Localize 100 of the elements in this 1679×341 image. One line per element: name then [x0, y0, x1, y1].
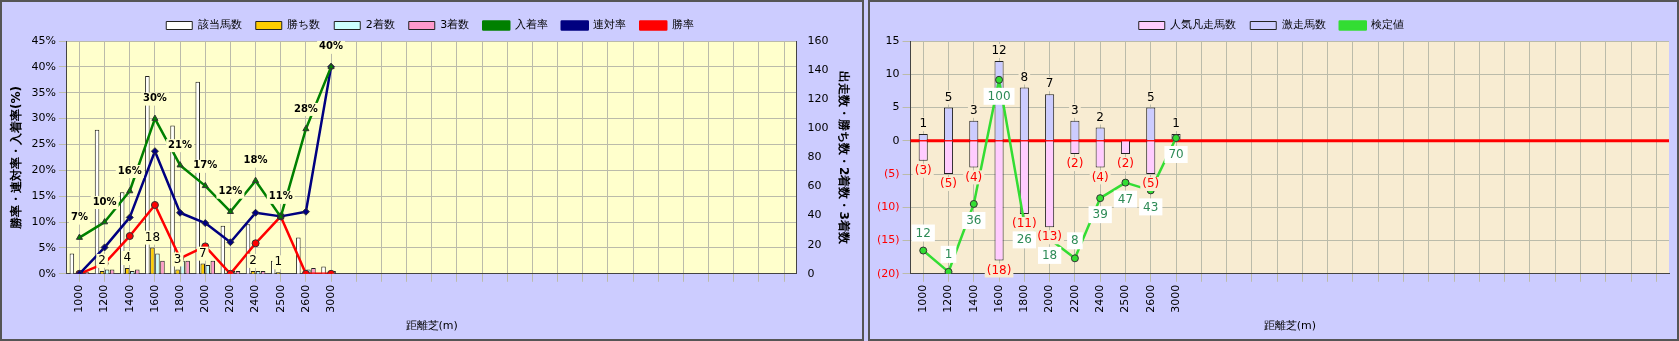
data-label: 100 [987, 88, 1011, 103]
data-label: 5 [944, 89, 953, 104]
legend-label: 勝ち数 [287, 18, 321, 32]
x-tick-label: 1400 [966, 284, 980, 313]
x-tick-label: 2500 [1118, 284, 1132, 313]
data-label: 30% [142, 92, 167, 104]
x-tick-label: 2600 [298, 284, 312, 313]
x-tick-label: 2000 [198, 284, 212, 313]
y-tick-label: (5) [883, 166, 900, 180]
legend-label: 2着数 [365, 18, 395, 32]
data-label: 1 [944, 246, 953, 261]
y-tick-label: (20) [876, 266, 900, 280]
data-label: 21% [168, 138, 193, 150]
data-label: 70 [1168, 147, 1184, 162]
data-label: 2 [1096, 109, 1105, 124]
x-tick-label: 1200 [97, 284, 111, 313]
data-label: 7% [70, 211, 88, 223]
y2-tick-label: 0 [807, 266, 815, 280]
data-label: (5) [1142, 176, 1160, 191]
legend-label: 検定値 [1371, 18, 1405, 32]
x-axis-title: 距離芝(m) [405, 319, 458, 333]
y-tick-label: 0 [892, 133, 900, 147]
y2-tick-label: 80 [807, 150, 822, 164]
data-label: (2) [1066, 156, 1084, 171]
data-label: 47 [1117, 191, 1134, 206]
data-label: 2 [249, 253, 257, 268]
x-tick-label: 1000 [916, 284, 930, 313]
y-tick-label: 5 [892, 100, 900, 114]
y-tick-label: 40% [31, 59, 56, 73]
data-label: (13) [1037, 229, 1062, 244]
y-tick-label: 25% [31, 137, 56, 151]
data-label: 1 [919, 116, 928, 131]
data-label: 12 [915, 225, 931, 240]
x-tick-label: 1200 [941, 284, 955, 313]
data-label: 17% [193, 159, 218, 171]
data-label: (5) [940, 176, 957, 191]
data-label: 36 [966, 213, 982, 228]
y-axis-title: 勝率・連対率・入着率(%) [9, 85, 24, 230]
y2-tick-label: 120 [807, 92, 829, 106]
x-tick-label: 2600 [1143, 284, 1157, 313]
data-label: 18 [1041, 248, 1058, 263]
data-label: 12 [991, 43, 1007, 58]
y2-tick-label: 160 [807, 33, 829, 47]
x-tick-label: 1800 [1017, 284, 1031, 313]
y-tick-label: 45% [31, 33, 56, 47]
x-tick-label: 2000 [1042, 284, 1056, 313]
y2-tick-label: 100 [807, 121, 829, 135]
x-tick-label: 3000 [323, 284, 337, 313]
x-tick-label: 3000 [1168, 284, 1182, 313]
y-tick-label: 10 [885, 67, 900, 81]
data-label: 28% [293, 102, 318, 114]
y-tick-label: 15% [31, 189, 56, 203]
data-label: (2) [1116, 156, 1134, 171]
x-tick-label: 2200 [1067, 284, 1081, 313]
data-label: 11% [268, 190, 293, 202]
y-tick-label: 15 [885, 33, 900, 47]
legend-label: 勝率 [671, 18, 694, 32]
data-label: 3 [969, 102, 978, 117]
data-label: 26 [1016, 232, 1032, 247]
data-label: 8 [1071, 233, 1079, 248]
y-tick-label: (10) [876, 200, 900, 214]
legend-label: 3着数 [440, 18, 470, 32]
x-tick-label: 1600 [147, 284, 161, 313]
data-label: (3) [914, 162, 932, 177]
data-label: 18 [144, 229, 161, 244]
data-label: 8 [1020, 69, 1029, 84]
data-label: 10% [92, 195, 117, 207]
x-tick-label: 1000 [72, 284, 86, 313]
x-tick-label: 2500 [273, 284, 287, 313]
y2-tick-label: 20 [807, 237, 822, 251]
data-label: 12% [218, 185, 243, 197]
y2-axis-title: 出走数・勝ち数・2着数・3着数 [836, 71, 851, 245]
y-tick-label: 35% [31, 85, 56, 99]
data-label: (4) [965, 169, 983, 184]
data-label: 16% [117, 164, 142, 176]
legend-label: 連対率 [593, 18, 627, 32]
data-label: 3 [1071, 102, 1079, 117]
y-tick-label: 5% [38, 240, 56, 254]
data-label: (4) [1091, 169, 1109, 184]
y2-tick-label: 60 [807, 179, 822, 193]
data-label: 1 [274, 254, 283, 269]
data-label: 40% [319, 40, 344, 52]
legend-label: 該当馬数 [197, 18, 242, 32]
legend-label: 入着率 [514, 18, 548, 32]
y-tick-label: 10% [31, 214, 56, 228]
legend-label: 人気凡走馬数 [1170, 18, 1237, 32]
data-label: 7 [198, 245, 207, 260]
x-axis-title: 距離芝(m) [1263, 319, 1316, 333]
y-tick-label: 30% [31, 111, 56, 125]
y-tick-label: 20% [31, 163, 56, 177]
x-tick-label: 1800 [172, 284, 186, 313]
y2-tick-label: 40 [807, 208, 822, 222]
x-tick-label: 2400 [1093, 284, 1107, 313]
data-label: 5 [1146, 89, 1155, 104]
data-label: 18% [243, 154, 268, 166]
data-label: 39 [1092, 207, 1108, 222]
data-label: 1 [1172, 116, 1180, 131]
data-label: 4 [123, 250, 132, 265]
y-tick-label: 0% [38, 266, 56, 280]
data-label: 7 [1045, 76, 1054, 91]
